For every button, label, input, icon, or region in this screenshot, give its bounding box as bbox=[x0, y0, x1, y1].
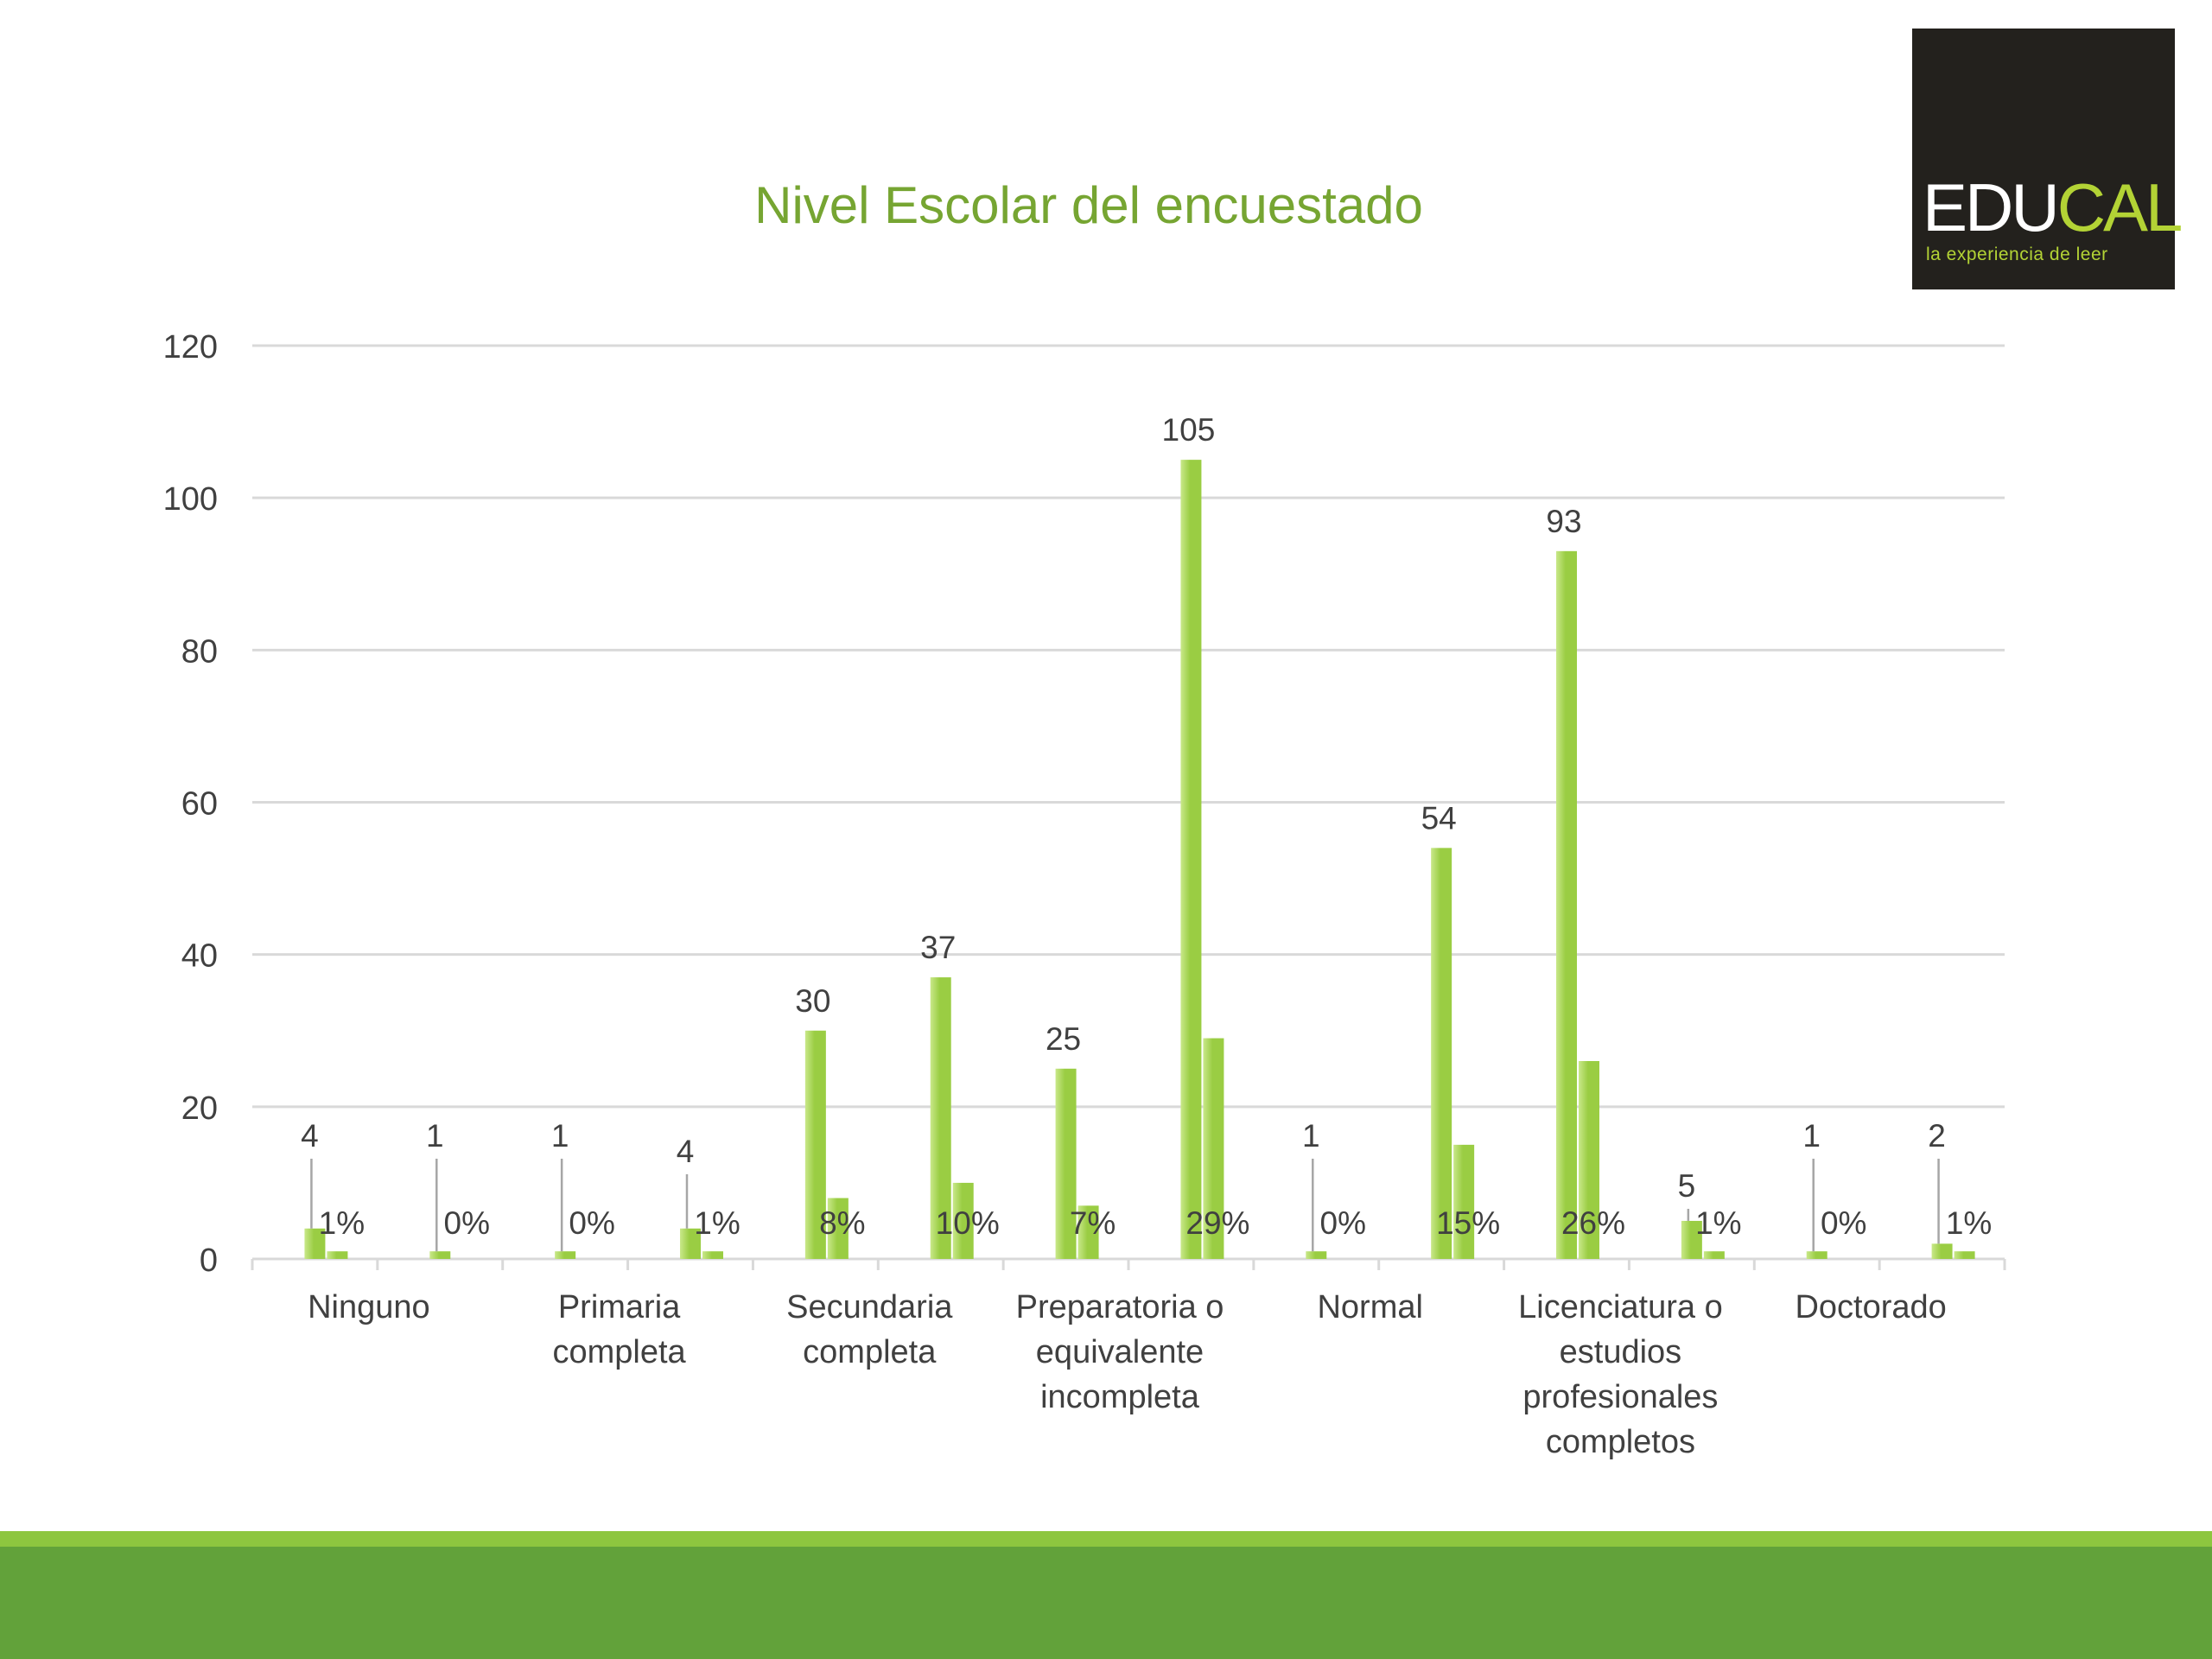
footer-band-dark bbox=[0, 1547, 2212, 1659]
y-tick-label: 40 bbox=[181, 938, 218, 975]
y-tick-label: 0 bbox=[200, 1243, 218, 1279]
x-category-label: Ninguno bbox=[308, 1289, 430, 1325]
value-label: 25 bbox=[1046, 1021, 1081, 1057]
chart-title: Nivel Escolar del encuestado bbox=[754, 176, 1423, 234]
gridlines bbox=[252, 344, 2005, 1109]
percent-label: 1% bbox=[694, 1205, 740, 1241]
x-category-label-line: Licenciatura o bbox=[1518, 1289, 1723, 1325]
x-category-label-line: Normal bbox=[1317, 1289, 1422, 1325]
y-tick-label: 80 bbox=[181, 633, 218, 670]
value-label: 4 bbox=[301, 1118, 319, 1154]
logo-word-main: EDU bbox=[1923, 169, 2060, 245]
percent-label: 1% bbox=[1946, 1205, 1992, 1241]
value-label: 5 bbox=[1678, 1168, 1696, 1204]
value-label: 2 bbox=[1928, 1118, 1946, 1154]
bar bbox=[680, 1228, 701, 1259]
percent-bar bbox=[1579, 1060, 1599, 1259]
percent-label: 1% bbox=[319, 1205, 365, 1241]
percent-bar bbox=[327, 1251, 348, 1259]
percent-label: 15% bbox=[1436, 1205, 1500, 1241]
value-label: 1 bbox=[426, 1118, 444, 1154]
percent-bar bbox=[1954, 1251, 1975, 1259]
bar bbox=[804, 1030, 826, 1259]
educal-logo: EDUCAL la experiencia de leer bbox=[1912, 29, 2183, 289]
value-label: 30 bbox=[795, 983, 830, 1019]
x-category-label-line: Primaria bbox=[558, 1289, 681, 1325]
percent-label: 29% bbox=[1185, 1205, 1249, 1241]
bar bbox=[930, 977, 951, 1259]
value-label: 1 bbox=[1802, 1118, 1821, 1154]
value-label: 54 bbox=[1421, 800, 1457, 836]
bar bbox=[1931, 1243, 1953, 1259]
bar bbox=[1180, 460, 1202, 1259]
percent-label: 1% bbox=[1695, 1205, 1741, 1241]
percent-label: 26% bbox=[1561, 1205, 1625, 1241]
category-labels: Ninguno Primaria completa Secundaria complet… bbox=[308, 1289, 1947, 1460]
footer-band-light bbox=[0, 1531, 2212, 1547]
x-category-label-line: Doctorado bbox=[1795, 1289, 1946, 1325]
logo-tagline: la experiencia de leer bbox=[1926, 245, 2108, 264]
percent-label: 7% bbox=[1070, 1205, 1116, 1241]
value-label: 1 bbox=[551, 1118, 569, 1154]
bar bbox=[1556, 550, 1577, 1259]
x-category-label: Licenciatura o estudios profesionales compl… bbox=[1518, 1289, 1723, 1460]
bar bbox=[555, 1251, 576, 1259]
bar bbox=[304, 1228, 326, 1259]
percent-label: 0% bbox=[1821, 1205, 1866, 1241]
x-category-label-line: Preparatoria o bbox=[1016, 1289, 1224, 1325]
x-category-label: Secundaria completa bbox=[786, 1289, 953, 1370]
value-label: 1 bbox=[1302, 1118, 1320, 1154]
percent-bar bbox=[952, 1182, 974, 1259]
logo-wordmark: EDUCAL bbox=[1923, 174, 2183, 241]
percent-label: 8% bbox=[819, 1205, 865, 1241]
x-category-label-line: Ninguno bbox=[308, 1289, 430, 1325]
y-tick-label: 20 bbox=[181, 1090, 218, 1127]
x-category-label: Preparatoria o equivalente incompleta bbox=[1016, 1289, 1224, 1415]
logo-word-accent: CAL bbox=[2056, 169, 2183, 245]
percent-bar bbox=[1703, 1251, 1725, 1259]
x-category-label-line: completos bbox=[1546, 1424, 1695, 1460]
value-label: 105 bbox=[1162, 412, 1216, 448]
data-labels: 41%10%10%41%308%3710%257%10529%10%5415%9… bbox=[301, 412, 1992, 1252]
x-category-label-line: estudios bbox=[1560, 1334, 1682, 1370]
percent-label: 0% bbox=[1320, 1205, 1366, 1241]
bar bbox=[429, 1251, 451, 1259]
value-label: 4 bbox=[677, 1134, 695, 1169]
x-category-label-line: incompleta bbox=[1040, 1379, 1200, 1415]
bar bbox=[1681, 1220, 1702, 1259]
percent-bar bbox=[827, 1198, 849, 1259]
bar bbox=[1431, 848, 1452, 1259]
y-tick-label: 60 bbox=[181, 786, 218, 823]
bar bbox=[1806, 1251, 1827, 1259]
percent-label: 0% bbox=[569, 1205, 614, 1241]
percent-label: 10% bbox=[936, 1205, 1000, 1241]
y-tick-label: 100 bbox=[163, 481, 218, 518]
bars bbox=[304, 460, 1975, 1259]
percent-bar bbox=[702, 1251, 723, 1259]
bar bbox=[1306, 1251, 1327, 1259]
percent-bar bbox=[1077, 1205, 1099, 1259]
y-tick-label: 120 bbox=[163, 329, 218, 365]
value-label: 93 bbox=[1546, 504, 1581, 539]
percent-bar bbox=[1453, 1144, 1475, 1259]
percent-bar bbox=[1203, 1038, 1224, 1259]
value-label: 37 bbox=[920, 930, 956, 965]
x-category-label-line: equivalente bbox=[1036, 1334, 1204, 1370]
x-category-label-line: Secundaria bbox=[786, 1289, 953, 1325]
x-category-label-line: completa bbox=[803, 1334, 937, 1370]
x-category-label-line: profesionales bbox=[1522, 1379, 1718, 1415]
x-category-label-line: completa bbox=[552, 1334, 686, 1370]
bar bbox=[1055, 1068, 1077, 1259]
x-category-label: Doctorado bbox=[1795, 1289, 1946, 1325]
x-category-label: Normal bbox=[1317, 1289, 1422, 1325]
x-category-label: Primaria completa bbox=[552, 1289, 686, 1370]
percent-label: 0% bbox=[444, 1205, 490, 1241]
